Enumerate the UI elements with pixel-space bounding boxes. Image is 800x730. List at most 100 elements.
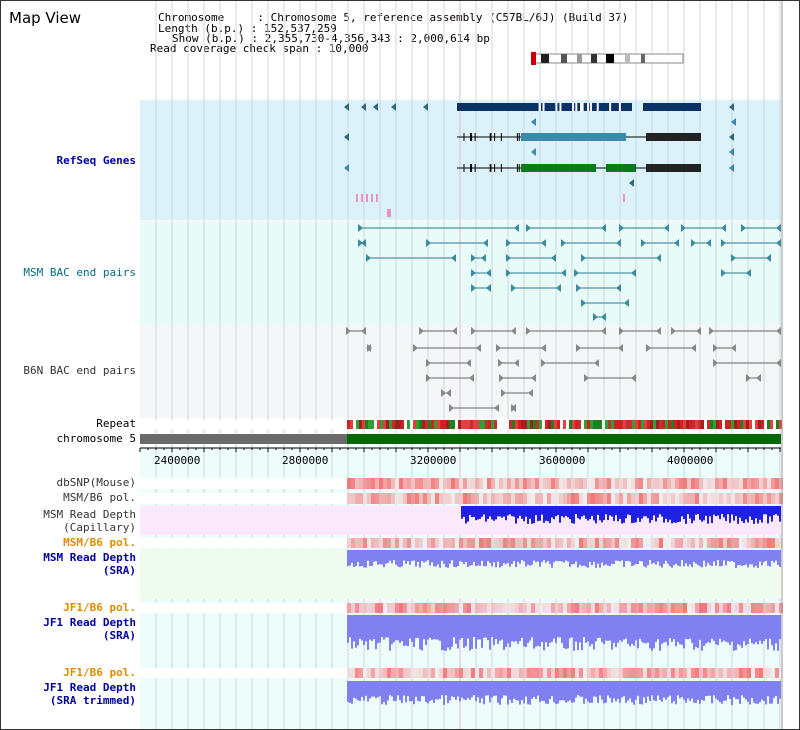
depth-bar xyxy=(583,615,585,638)
depth-bar xyxy=(713,615,715,641)
dbsnp-segment xyxy=(359,478,363,489)
depth-bar xyxy=(381,550,383,565)
jf1-pol-segment xyxy=(775,668,779,678)
depth-bar xyxy=(563,550,565,563)
msm-pol-segment xyxy=(563,538,567,548)
depth-bar xyxy=(423,615,425,640)
repeat-segment xyxy=(599,420,602,429)
repeat-segment xyxy=(725,420,728,429)
jf1-pol-segment xyxy=(735,603,739,613)
msm-pol-segment xyxy=(679,538,683,548)
dbsnp-segment xyxy=(535,478,539,489)
depth-bar xyxy=(693,615,695,650)
depth-bar xyxy=(445,615,447,651)
dbsnp-segment xyxy=(427,478,431,489)
depth-bar xyxy=(637,615,639,649)
dbsnp-segment xyxy=(739,478,743,489)
msm-pol-segment xyxy=(423,538,427,548)
depth-bar xyxy=(363,615,365,646)
msm-bac-label[interactable]: MSM BAC end pairs xyxy=(23,266,136,279)
depth-bar xyxy=(755,681,757,704)
depth-bar xyxy=(673,681,675,702)
depth-bar xyxy=(753,550,755,568)
axis-tick-label: 2800000 xyxy=(282,454,329,467)
depth-bar xyxy=(627,615,629,644)
depth-bar xyxy=(499,550,501,568)
repeat-segment xyxy=(698,420,701,429)
msm-pol-segment xyxy=(679,493,683,504)
depth-bar xyxy=(613,550,615,565)
depth-bar xyxy=(569,681,571,701)
axis-tick-label: 2400000 xyxy=(154,454,201,467)
msm-pol-segment xyxy=(583,493,587,504)
depth-bar xyxy=(439,615,441,641)
depth-bar xyxy=(545,681,547,704)
depth-bar xyxy=(631,550,633,567)
depth-bar xyxy=(767,506,769,524)
msm-pol-segment xyxy=(771,493,775,504)
jf1-pol-segment xyxy=(771,668,775,678)
bac-end xyxy=(616,284,621,292)
repeat-segment xyxy=(626,420,629,429)
depth-bar xyxy=(563,681,565,701)
depth-bar xyxy=(443,681,445,705)
repeat-segment xyxy=(530,420,533,429)
depth-bar xyxy=(499,506,501,517)
msm-pol-segment xyxy=(423,493,427,504)
msm-pol-segment xyxy=(379,493,383,504)
gene-block xyxy=(521,133,626,141)
depth-bar xyxy=(549,550,551,565)
jf1-pol-segment xyxy=(443,603,447,613)
depth-bar xyxy=(417,615,419,638)
depth-bar xyxy=(719,506,721,520)
depth-bar xyxy=(513,506,515,517)
depth-bar xyxy=(733,615,735,651)
depth-bar xyxy=(515,550,517,568)
b6n-bac-label[interactable]: B6N BAC end pairs xyxy=(23,364,136,377)
depth-bar xyxy=(601,550,603,563)
depth-bar xyxy=(439,681,441,699)
bac-end xyxy=(483,239,488,247)
depth-bar xyxy=(773,681,775,698)
depth-bar xyxy=(769,681,771,704)
depth-bar xyxy=(485,550,487,567)
jf1-pol-segment xyxy=(707,603,711,613)
repeat-segment xyxy=(428,420,431,429)
depth-bar xyxy=(615,550,617,561)
depth-bar xyxy=(423,550,425,563)
jf1-pol-segment xyxy=(531,603,535,613)
depth-bar xyxy=(347,615,349,643)
depth-bar xyxy=(697,506,699,515)
depth-bar xyxy=(471,681,473,698)
repeat-segment xyxy=(365,420,368,429)
msm-pol-segment xyxy=(651,493,655,504)
depth-bar xyxy=(411,550,413,561)
depth-bar xyxy=(503,681,505,696)
jf1-pol-segment xyxy=(623,603,627,613)
depth-bar xyxy=(353,681,355,698)
jf1-pol-segment xyxy=(647,603,651,613)
depth-bar xyxy=(351,615,353,649)
dbsnp-segment xyxy=(771,478,775,489)
depth-bar xyxy=(397,681,399,696)
depth-bar xyxy=(437,550,439,565)
depth-bar xyxy=(447,615,449,648)
depth-bar xyxy=(759,681,761,703)
depth-bar xyxy=(621,681,623,698)
depth-bar xyxy=(515,506,517,524)
refseq-genes-label[interactable]: RefSeq Genes xyxy=(56,154,136,167)
depth-bar xyxy=(757,550,759,568)
jf1-pol-segment xyxy=(691,603,695,613)
bac-end xyxy=(616,239,621,247)
bac-end xyxy=(674,239,679,247)
repeat-segment xyxy=(560,420,563,429)
ideogram-marker xyxy=(531,52,536,65)
depth-bar xyxy=(465,681,467,701)
dbsnp-segment xyxy=(571,478,575,489)
jf1-pol-segment xyxy=(547,668,551,678)
jf1-pol-segment xyxy=(587,668,591,678)
jf1-pol-segment xyxy=(599,603,603,613)
jf1-pol-segment xyxy=(391,668,395,678)
depth-bar xyxy=(561,615,563,644)
